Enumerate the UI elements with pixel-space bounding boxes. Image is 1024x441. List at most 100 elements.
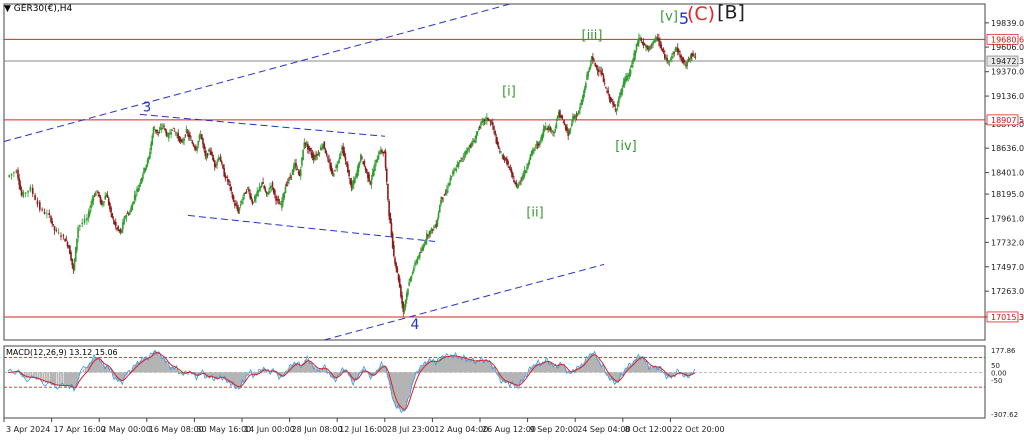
candle-body <box>29 186 32 192</box>
macd-histogram-bar <box>382 365 385 373</box>
macd-histogram-bar <box>352 372 355 382</box>
level-price-box <box>986 114 1019 126</box>
macd-histogram-bar <box>136 363 139 373</box>
candle-body <box>298 171 301 176</box>
candle-body <box>519 181 521 184</box>
candle-body <box>645 45 647 48</box>
macd-histogram-bar <box>380 365 383 373</box>
price-tick-label: 19606.0 <box>991 43 1024 52</box>
candle-body <box>170 132 172 135</box>
wave-label: [iv] <box>615 139 636 154</box>
macd-histogram-bar <box>241 372 244 383</box>
candle-body <box>487 117 489 120</box>
macd-histogram-bar <box>445 356 448 373</box>
macd-histogram-bar <box>230 372 233 384</box>
macd-histogram-bar <box>166 363 168 373</box>
candle-body <box>329 163 332 169</box>
candle-body <box>79 225 81 227</box>
wave-label: [v] <box>660 10 678 25</box>
price-tick-label: 18636.0 <box>991 144 1024 153</box>
candle-body <box>177 133 180 139</box>
candle-body <box>223 168 225 177</box>
macd-histogram-bar <box>471 360 474 373</box>
macd-histogram-bar <box>580 365 583 373</box>
macd-histogram-bar <box>464 358 466 373</box>
macd-histogram-bar <box>554 366 557 373</box>
candle-body <box>541 134 544 141</box>
macd-histogram-bar <box>669 372 671 378</box>
candle-body <box>160 127 163 130</box>
candle-body <box>375 159 377 163</box>
candle-body <box>241 201 243 204</box>
candle-body <box>296 168 299 170</box>
candle-body <box>249 192 251 198</box>
candle-body <box>427 235 429 236</box>
candle-body <box>515 182 518 187</box>
candle-body <box>596 69 599 71</box>
macd-histogram-bar <box>336 372 339 377</box>
candle-body <box>514 181 516 185</box>
candle-body <box>600 70 602 75</box>
candle-body <box>691 53 693 57</box>
candle-body <box>553 131 555 133</box>
macd-histogram-bar <box>534 363 537 373</box>
macd-histogram-bar <box>395 372 398 408</box>
macd-histogram-bar <box>334 372 337 379</box>
candle-body <box>151 135 154 145</box>
macd-histogram-bar <box>355 372 358 379</box>
candle-body <box>304 142 307 145</box>
candle-body <box>504 157 507 160</box>
macd-histogram-bar <box>322 367 325 373</box>
wave-label: 3 <box>143 100 151 115</box>
candle-body <box>589 64 592 68</box>
macd-histogram-bar <box>399 372 402 410</box>
macd-histogram-bar <box>620 372 623 376</box>
candle-body <box>152 127 155 135</box>
wave-label: (C) <box>687 3 715 25</box>
candle-body <box>246 187 249 189</box>
macd-histogram-bar <box>651 367 654 373</box>
candle-body <box>442 197 445 199</box>
macd-histogram-bar <box>505 372 508 383</box>
candle-body <box>556 115 559 121</box>
candle-body <box>231 194 234 198</box>
macd-histogram-bar <box>530 367 532 373</box>
candle-body <box>496 140 499 145</box>
symbol-menu-icon[interactable]: ▼ <box>4 4 14 14</box>
candle-body <box>139 182 142 184</box>
candle-body <box>222 164 224 169</box>
candle-body <box>534 147 536 148</box>
macd-histogram-bar <box>47 372 49 384</box>
candle-body <box>480 122 482 126</box>
candle-body <box>581 99 584 105</box>
macd-histogram-bar <box>670 372 673 377</box>
macd-histogram-bar <box>600 365 603 373</box>
macd-histogram-bar <box>150 354 153 373</box>
candle-body <box>347 164 349 173</box>
candle-body <box>499 151 501 153</box>
candle-body <box>156 129 158 133</box>
candle-body <box>593 60 595 62</box>
candle-body <box>27 190 29 193</box>
macd-histogram-bar <box>468 360 471 373</box>
macd-histogram-bar <box>650 367 653 373</box>
candle-body <box>565 124 567 130</box>
candle-body <box>157 132 160 133</box>
macd-histogram-bar <box>299 366 302 373</box>
macd-histogram-bar <box>438 360 441 373</box>
candle-body <box>575 115 578 117</box>
macd-histogram-bar <box>154 350 157 373</box>
candle-body <box>469 144 472 148</box>
candle-body <box>258 186 261 190</box>
candle-body <box>190 140 192 142</box>
candle-body <box>125 215 128 218</box>
candle-body <box>242 197 244 201</box>
macd-histogram-bar <box>688 372 690 376</box>
macd-histogram-bar <box>162 357 165 373</box>
macd-histogram-bar <box>652 367 655 373</box>
price-tick-label: 19839.0 <box>991 19 1024 28</box>
macd-histogram-bar <box>511 372 514 385</box>
macd-histogram-bar <box>599 363 602 373</box>
candle-body <box>438 205 441 213</box>
macd-histogram-bar <box>488 362 491 373</box>
